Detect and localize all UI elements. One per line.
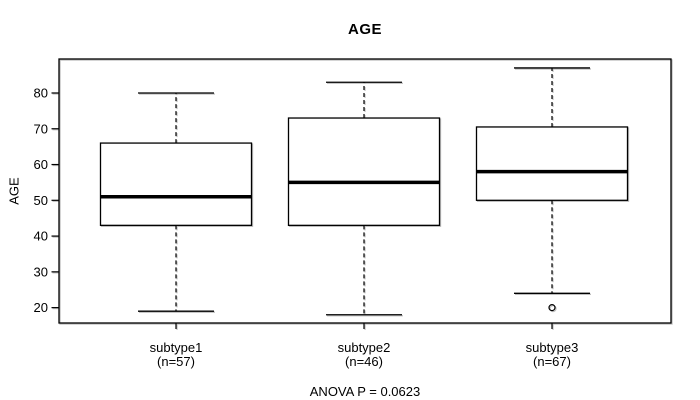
- plot-frame: [58, 58, 672, 324]
- y-tick-label: 70: [34, 121, 48, 136]
- y-tick-label: 80: [34, 85, 48, 100]
- y-tick-label: 60: [34, 157, 48, 172]
- outlier-point: [548, 304, 556, 312]
- chart-title: AGE: [347, 21, 382, 38]
- anova-annotation: ANOVA P = 0.0623: [309, 384, 421, 399]
- y-tick-label: 40: [34, 229, 48, 244]
- box-subtype1: [99, 142, 253, 226]
- box-subtype3: [475, 126, 629, 201]
- y-tick-label: 30: [34, 264, 48, 279]
- group-sublabel: (n=57): [157, 354, 195, 369]
- group-label: subtype1: [150, 340, 203, 355]
- y-tick-label: 50: [34, 193, 48, 208]
- plot-texts: 20 30 40 50 60 70 80 subtype1(n=57) subtype2(n=4…: [34, 85, 579, 369]
- box-subtype2: [287, 117, 441, 226]
- y-tick-label: 20: [34, 300, 48, 315]
- group-label: subtype3: [526, 340, 579, 355]
- group-sublabel: (n=46): [345, 354, 383, 369]
- group-label: subtype2: [338, 340, 391, 355]
- group-sublabel: (n=67): [533, 354, 571, 369]
- plot-shapes: [51, 58, 672, 329]
